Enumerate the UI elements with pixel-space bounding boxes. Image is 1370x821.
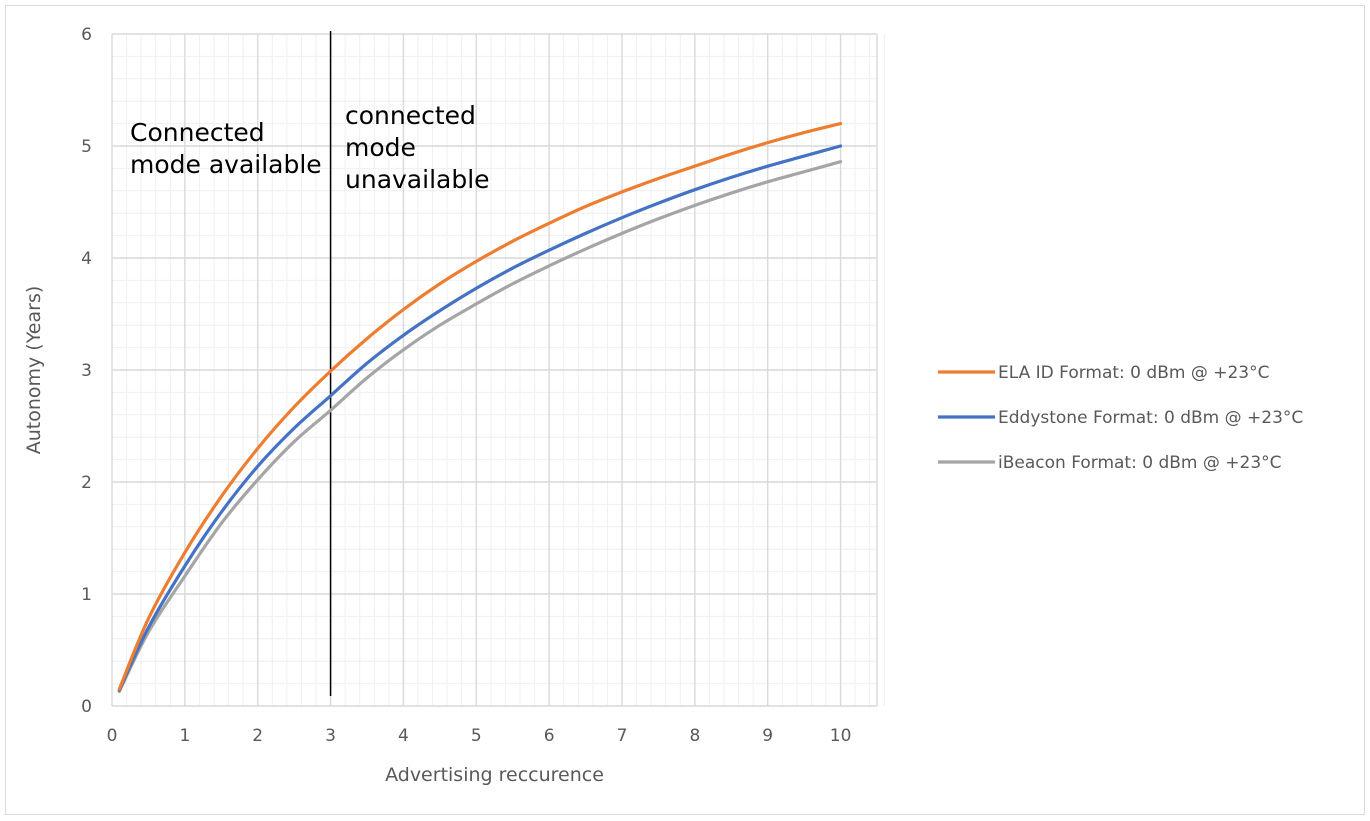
x-tick-label: 0 — [107, 726, 118, 746]
y-tick-label: 5 — [81, 137, 92, 157]
y-tick-label: 0 — [81, 697, 92, 717]
series-lines — [117, 122, 843, 694]
y-tick-label: 6 — [81, 25, 92, 45]
y-tick-label: 2 — [81, 473, 92, 493]
x-tick-label: 1 — [179, 726, 190, 746]
y-tick-label: 3 — [81, 361, 92, 381]
x-tick-label: 4 — [398, 726, 409, 746]
annotation-line: Connected — [130, 118, 265, 147]
y-tick-labels: 0 1 2 3 4 5 6 — [81, 25, 92, 717]
x-tick-label: 3 — [325, 726, 336, 746]
x-tick-label: 8 — [689, 726, 700, 746]
x-tick-label: 10 — [830, 726, 852, 746]
chart-frame — [5, 5, 1365, 815]
legend-label: ELA ID Format: 0 dBm @ +23°C — [998, 363, 1269, 383]
legend-label: Eddystone Format: 0 dBm @ +23°C — [998, 408, 1303, 428]
y-tick-label: 1 — [81, 585, 92, 605]
annotation-line: unavailable — [345, 165, 490, 194]
annotation-line: connected — [345, 101, 476, 130]
x-tick-label: 6 — [544, 726, 555, 746]
x-tick-label: 5 — [471, 726, 482, 746]
annotation-connected-mode-available: Connected mode available — [130, 118, 322, 179]
series-line-ela-id — [117, 122, 843, 691]
x-tick-label: 2 — [252, 726, 263, 746]
series-line-ibeacon — [117, 160, 843, 694]
x-axis-title: Advertising reccurence — [385, 764, 604, 786]
series-line-eddystone — [117, 144, 843, 692]
x-tick-label: 7 — [617, 726, 628, 746]
legend-label: iBeacon Format: 0 dBm @ +23°C — [998, 453, 1282, 473]
y-tick-label: 4 — [81, 249, 92, 269]
annotation-connected-mode-unavailable: connected mode unavailable — [345, 101, 490, 194]
legend: ELA ID Format: 0 dBm @ +23°C Eddystone Fo… — [938, 363, 1303, 473]
y-axis-title: Autonomy (Years) — [23, 286, 45, 455]
x-tick-label: 9 — [762, 726, 773, 746]
major-grid — [111, 33, 878, 707]
annotation-line: mode — [345, 133, 416, 162]
x-tick-labels: 0 1 2 3 4 5 6 7 8 9 10 — [107, 726, 852, 746]
annotation-line: mode available — [130, 150, 322, 179]
